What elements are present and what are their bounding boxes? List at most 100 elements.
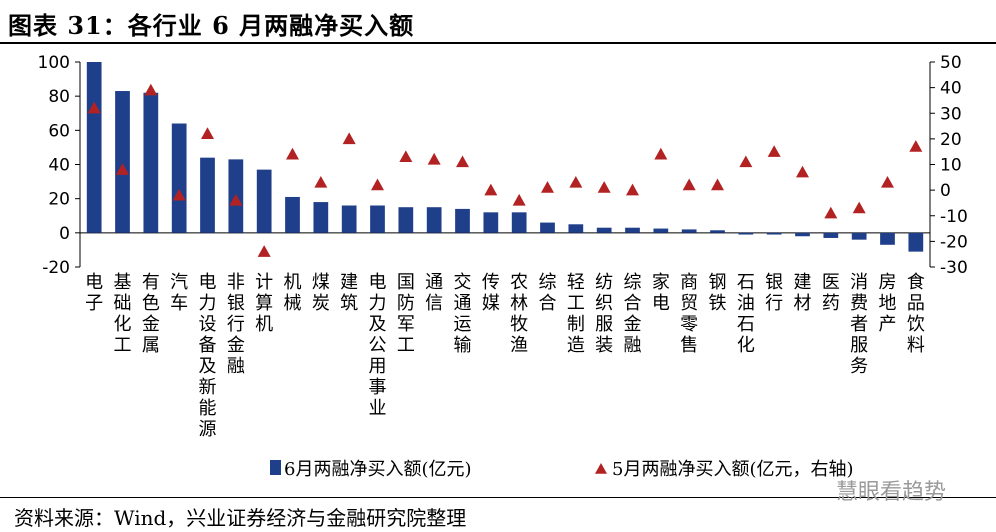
triangle-point [484, 183, 498, 196]
triangle-point [597, 181, 611, 193]
bar [653, 228, 669, 233]
bar [681, 229, 697, 233]
category-label: 商贸零售 [680, 272, 698, 356]
bar [115, 91, 130, 233]
bar [285, 196, 300, 233]
chart-svg: -20 0 20 40 60 80 100 -30 -20 -10 0 10 20 30 40 50 电子基础化… [38, 53, 968, 480]
category-label: 国防军工 [397, 272, 415, 356]
bar [200, 157, 215, 233]
triangle-point [909, 140, 923, 152]
category-label: 银行 [765, 272, 783, 314]
bar [370, 205, 385, 233]
bar [171, 123, 187, 233]
triangle-point [512, 193, 526, 206]
triangle-point [286, 147, 299, 160]
category-label: 家电 [652, 272, 670, 314]
left-tick-label: 60 [48, 121, 70, 141]
bar [398, 207, 414, 233]
legend-bar-label: 6月两融净买入额(亿元) [284, 459, 472, 480]
bar [86, 62, 102, 233]
category-label: 交通运输 [454, 272, 472, 356]
right-tick-label: 50 [940, 53, 962, 73]
triangle-point [541, 181, 554, 193]
bar [880, 232, 895, 245]
category-label: 钢铁 [709, 272, 727, 314]
left-tick-label: 40 [48, 156, 70, 176]
triangle-point [116, 163, 129, 175]
bar [313, 202, 329, 233]
category-label: 传媒 [482, 272, 500, 314]
right-tick-label: -10 [940, 207, 968, 227]
bar [766, 232, 782, 235]
category-label: 食品饮料 [907, 272, 925, 356]
bar [143, 92, 159, 233]
bar [511, 212, 527, 233]
triangle-point [144, 83, 158, 96]
triangle-point [711, 178, 724, 191]
right-tick-label: 10 [940, 156, 962, 176]
bar [341, 205, 357, 233]
category-label: 纺织服装 [595, 272, 613, 356]
bar [483, 212, 499, 233]
legend-triangle-label: 5月两融净买入额(亿元，右轴) [612, 459, 854, 480]
triangle-point [427, 152, 441, 165]
right-tick-label: 0 [940, 181, 951, 201]
triangle-point [257, 245, 271, 257]
triangle-point [314, 175, 328, 188]
category-label: 非银行金融 [227, 272, 245, 377]
source-note: 资料来源：Wind，兴业证券经济与金融研究院整理 [14, 506, 467, 530]
left-tick-label: -20 [42, 258, 70, 278]
triangle-point [229, 193, 243, 206]
bar [256, 169, 272, 233]
triangle-point [739, 155, 753, 168]
triangle-point [371, 178, 384, 191]
category-label: 轻工制造 [567, 272, 585, 356]
category-label: 机械 [284, 272, 302, 314]
bar [908, 232, 924, 252]
triangle-point [881, 175, 894, 188]
bar [625, 227, 640, 233]
category-label: 电力及公用事业 [369, 272, 387, 419]
triangle-point [682, 178, 696, 191]
triangle-point [626, 183, 639, 196]
triangle-point [824, 206, 838, 219]
category-label: 农林牧渔 [510, 272, 528, 356]
right-tick-label: -30 [940, 258, 968, 278]
right-tick-label: -20 [940, 232, 968, 252]
bar [823, 232, 839, 238]
triangle-point [456, 155, 469, 168]
chart-title: 图表 31：各行业 6 月两融净买入额 [8, 11, 415, 40]
right-tick-label: 20 [940, 130, 962, 150]
left-tick-label: 100 [38, 53, 70, 73]
bar [851, 232, 867, 240]
triangle-point [172, 188, 186, 201]
bar [455, 208, 470, 233]
category-label: 煤炭 [312, 272, 330, 314]
triangle-point [654, 147, 668, 160]
category-label: 建材 [794, 272, 812, 314]
category-label: 汽车 [170, 272, 188, 314]
left-tick-label: 80 [48, 87, 70, 107]
triangle-point [87, 101, 101, 114]
category-label: 电力设备及新能源 [199, 272, 217, 440]
bar [596, 227, 612, 233]
category-label: 通信 [425, 272, 443, 314]
category-label: 医药 [822, 272, 840, 314]
triangle-point [201, 127, 214, 139]
triangle-point [796, 165, 809, 178]
title-rule [0, 42, 996, 44]
category-label: 综合 [539, 272, 557, 314]
left-tick-label: 0 [59, 224, 70, 244]
left-tick-label: 20 [48, 190, 70, 210]
category-label: 建筑 [340, 272, 358, 314]
triangle-point [342, 132, 356, 145]
category-label: 消费者服务 [850, 272, 868, 377]
source-rule [0, 497, 996, 498]
category-label: 综合金融 [624, 272, 642, 356]
bar [738, 232, 754, 235]
category-label: 基础化工 [114, 272, 132, 356]
legend-triangle-swatch [595, 463, 607, 474]
watermark: 慧眼看趋势 [836, 480, 947, 505]
category-label: 电子 [85, 272, 103, 314]
bar [710, 230, 725, 233]
